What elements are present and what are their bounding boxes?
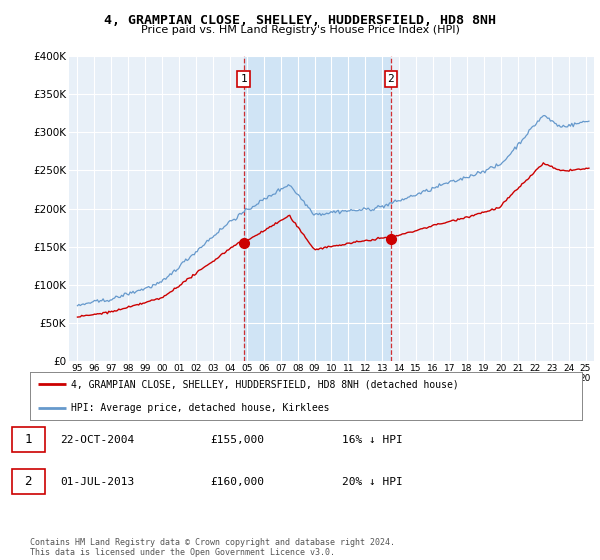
Text: Price paid vs. HM Land Registry's House Price Index (HPI): Price paid vs. HM Land Registry's House …: [140, 25, 460, 35]
Text: 4, GRAMPIAN CLOSE, SHELLEY, HUDDERSFIELD, HD8 8NH: 4, GRAMPIAN CLOSE, SHELLEY, HUDDERSFIELD…: [104, 14, 496, 27]
Text: £155,000: £155,000: [210, 435, 264, 445]
Text: Contains HM Land Registry data © Crown copyright and database right 2024.
This d: Contains HM Land Registry data © Crown c…: [30, 538, 395, 557]
Text: 2: 2: [388, 74, 394, 84]
Text: 16% ↓ HPI: 16% ↓ HPI: [342, 435, 403, 445]
Text: 2: 2: [25, 475, 32, 488]
Text: 1: 1: [25, 433, 32, 446]
Bar: [244, 56, 391, 361]
Text: 01-JUL-2013: 01-JUL-2013: [60, 477, 134, 487]
Text: HPI: Average price, detached house, Kirklees: HPI: Average price, detached house, Kirk…: [71, 403, 330, 413]
Text: 4, GRAMPIAN CLOSE, SHELLEY, HUDDERSFIELD, HD8 8NH (detached house): 4, GRAMPIAN CLOSE, SHELLEY, HUDDERSFIELD…: [71, 379, 459, 389]
Text: 22-OCT-2004: 22-OCT-2004: [60, 435, 134, 445]
Text: £160,000: £160,000: [210, 477, 264, 487]
Text: 20% ↓ HPI: 20% ↓ HPI: [342, 477, 403, 487]
Text: 1: 1: [240, 74, 247, 84]
